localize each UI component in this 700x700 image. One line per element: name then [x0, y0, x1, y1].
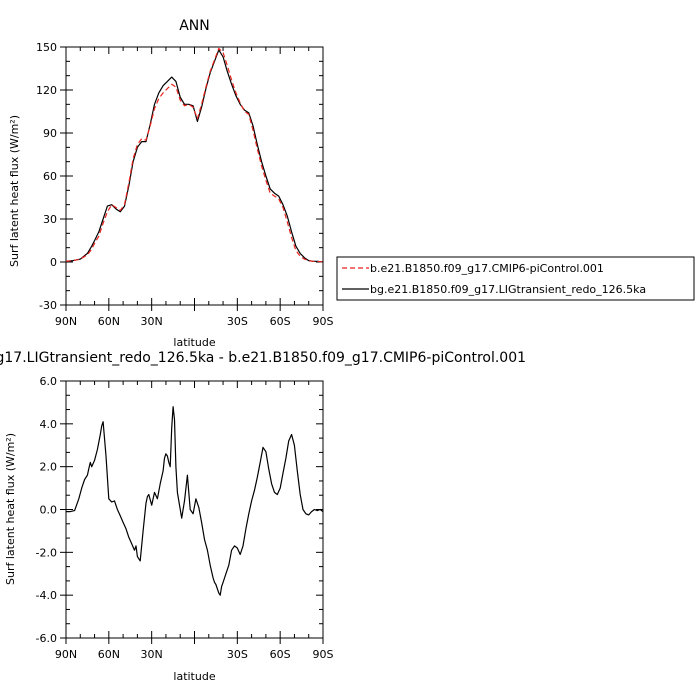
y-tick-label: 0: [50, 256, 57, 269]
x-tick-label: 60N: [98, 315, 120, 328]
legend-label-control: b.e21.B1850.f09_g17.CMIP6-piControl.001: [370, 262, 604, 275]
top-panel-x-ticks: 90N 60N 30N 30S 60S 90S: [55, 47, 334, 328]
y-tick-label: -4.0: [36, 589, 57, 602]
y-tick-label: 6.0: [40, 375, 58, 388]
bottom-panel-y-axis-label: Surf latent heat flux (W/m²): [4, 433, 17, 585]
y-tick-label: 150: [36, 41, 57, 54]
top-panel-x-axis-label: latitude: [173, 336, 215, 349]
bottom-panel-y-ticks: -6.0 -4.0 -2.0 0.0 2.0 4.0 6.0: [36, 375, 323, 645]
x-tick-label: 60S: [270, 315, 291, 328]
y-tick-label: 0.0: [40, 504, 58, 517]
legend-box: [336, 256, 695, 301]
series-line: [65, 49, 324, 263]
top-panel: ANN Surf latent heat flux (W/m²) latitud…: [8, 18, 334, 349]
series-line: [65, 47, 324, 263]
x-tick-label: 30S: [227, 648, 248, 661]
y-tick-label: -2.0: [36, 546, 57, 559]
x-tick-label: 90S: [313, 315, 334, 328]
top-panel-y-ticks: -30 0 30 60 90 120 150: [36, 41, 323, 312]
y-tick-label: 2.0: [40, 461, 58, 474]
x-tick-label: 60S: [270, 648, 291, 661]
x-tick-label: 90S: [313, 648, 334, 661]
x-tick-label: 30N: [141, 315, 163, 328]
legend: b.e21.B1850.f09_g17.CMIP6-piControl.001 …: [336, 256, 695, 301]
y-tick-label: 60: [43, 170, 57, 183]
y-tick-label: 30: [43, 213, 57, 226]
x-tick-label: 30S: [227, 315, 248, 328]
bottom-panel: bg.e21.B1850.f09_g17.LIGtransient_redo_1…: [0, 350, 526, 683]
series-line: [66, 406, 324, 596]
x-tick-label: 30N: [141, 648, 163, 661]
top-panel-plot-frame: [65, 46, 324, 306]
y-tick-label: -30: [39, 299, 57, 312]
top-panel-y-axis-label: Surf latent heat flux (W/m²): [8, 115, 21, 267]
x-tick-label: 90N: [55, 648, 77, 661]
y-tick-label: 4.0: [40, 418, 58, 431]
y-tick-label: 120: [36, 84, 57, 97]
x-tick-label: 60N: [98, 648, 120, 661]
legend-label-ligtransient: bg.e21.B1850.f09_g17.LIGtransient_redo_1…: [370, 283, 646, 296]
y-tick-label: 90: [43, 127, 57, 140]
top-panel-series: [65, 47, 324, 263]
bottom-panel-x-axis-label: latitude: [173, 670, 215, 683]
top-panel-title: ANN: [179, 18, 210, 34]
y-tick-label: -6.0: [36, 632, 57, 645]
bottom-panel-x-ticks: 90N 60N 30N 30S 60S 90S: [55, 381, 334, 661]
bottom-panel-title: bg.e21.B1850.f09_g17.LIGtransient_redo_1…: [0, 350, 526, 366]
bottom-panel-series: [66, 406, 324, 596]
x-tick-label: 90N: [55, 315, 77, 328]
